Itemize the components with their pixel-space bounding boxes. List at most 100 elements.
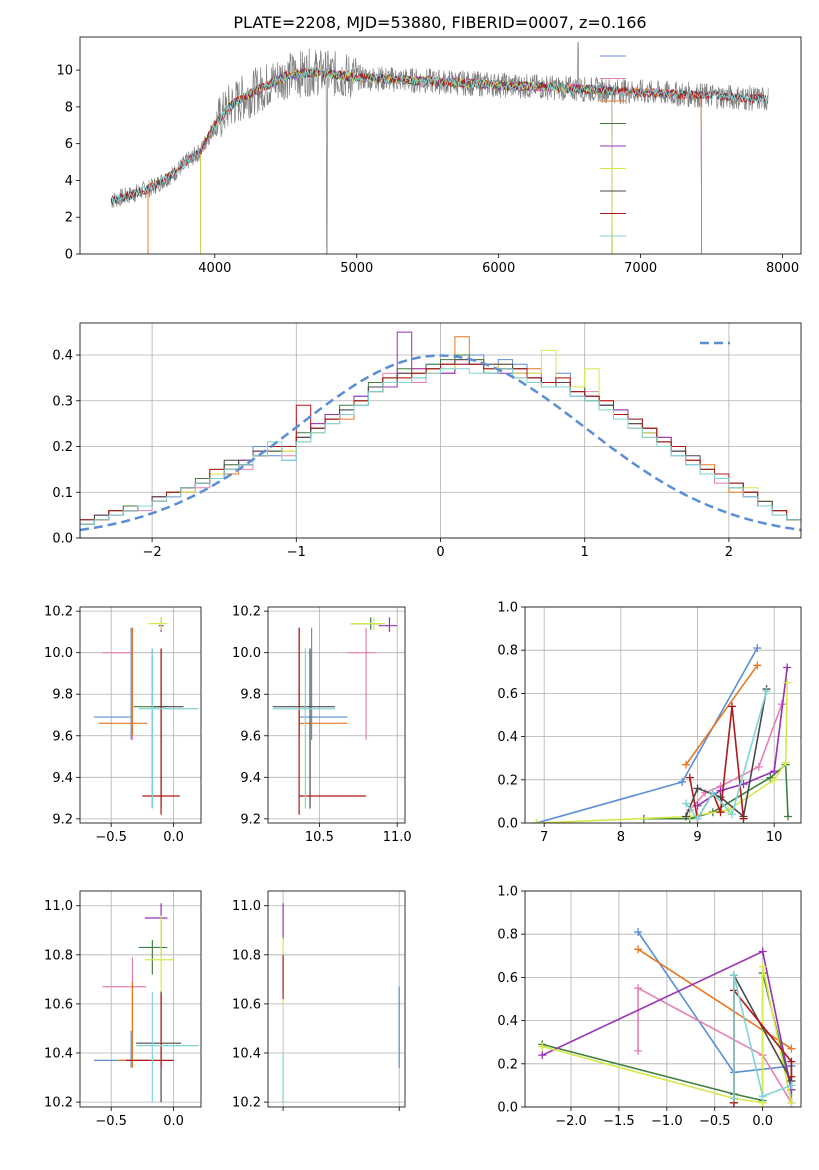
x-tick-label: 5000 [340, 261, 373, 276]
y-tick-label: 10.8 [44, 948, 73, 963]
weight-series-salpeter-miles [685, 700, 786, 815]
y-tick-label: 10.6 [232, 997, 261, 1012]
x-tick-label: 11.0 [383, 830, 412, 845]
x-tick-label: −2.0 [555, 1114, 587, 1129]
errorbar-kroupa-elodie [144, 915, 174, 1004]
weight-marker [770, 767, 779, 776]
errorbar-salpeter-miles [347, 627, 376, 740]
errorbar-salpeter-elodie [378, 617, 398, 632]
weight-marker [634, 928, 643, 937]
weight-marker [634, 1046, 643, 1055]
y-tick-label: 9.6 [52, 729, 73, 744]
y-tick-label: 10.2 [232, 1096, 261, 1111]
weight-series-chabrier-miles [532, 644, 762, 823]
y-tick-label: 0.2 [52, 440, 73, 455]
y-tick-label: 0.1 [52, 486, 73, 501]
weight-marker [538, 1042, 547, 1051]
x-tick-label: 0.0 [163, 830, 184, 845]
weight-series-chabrier-elodie [639, 760, 792, 823]
weight-marker [538, 1051, 547, 1060]
y-tick-label: 11.0 [232, 899, 261, 914]
axes-frame [79, 890, 202, 1108]
y-tick-label: 0 [65, 248, 73, 263]
x-tick-label: 0.0 [752, 1114, 773, 1129]
weight-marker [754, 762, 763, 771]
observed-spectrum-line [110, 42, 769, 254]
y-tick-label: 10 [56, 64, 73, 79]
y-tick-label: 0.6 [497, 687, 518, 702]
y-tick-label: 10.4 [44, 1047, 73, 1062]
weight-series-kroupa-miles [634, 945, 796, 1053]
weight-line [685, 664, 758, 766]
y-tick-label: 0.4 [497, 730, 518, 745]
x-tick-label: −1.5 [603, 1114, 635, 1129]
weight-marker [716, 793, 725, 802]
errorbar-kroupa-stelib [272, 648, 335, 809]
y-tick-label: 8 [65, 100, 73, 115]
x-tick-label: −0.5 [699, 1114, 731, 1129]
errorbar-chabrier-miles [299, 627, 348, 740]
weight-marker [787, 1072, 796, 1081]
plot-area [110, 42, 769, 254]
y-tick-label: 4 [65, 174, 73, 189]
y-tick-label: 1.0 [497, 885, 518, 900]
y-tick-label: 9.6 [240, 729, 261, 744]
weight-marker [682, 799, 690, 808]
y-tick-label: 1.0 [497, 601, 518, 616]
errorbar-chabrier-stelib [136, 991, 182, 1103]
errorbar-kroupa-miles [117, 981, 148, 1068]
y-tick-label: 0.2 [497, 1057, 518, 1072]
axes-frame [524, 606, 802, 824]
y-tick-label: 0.0 [52, 532, 73, 547]
errorbar-chabrier-miles [93, 627, 132, 740]
y-tick-label: 10.2 [44, 605, 73, 620]
weight-marker [758, 947, 767, 956]
weight-marker [685, 773, 694, 782]
axes-frame [79, 322, 802, 539]
y-tick-label: 9.2 [52, 812, 73, 827]
x-tick-label: −0.5 [95, 830, 127, 845]
spectrum-legend [600, 55, 626, 237]
weight-line [637, 986, 793, 1104]
model-spectrum-kroupa-miles [147, 67, 702, 254]
model-spectrum-chabrier-miles [147, 67, 702, 254]
weight-marker [634, 945, 643, 954]
y-tick-label: 10.6 [44, 997, 73, 1012]
errorbar-salpeter-stelib [126, 994, 174, 1068]
errorbar-kroupa-stelib [138, 648, 199, 809]
residuals-panel: −2 −1 0 1 2 0.0 0.1 0.2 0.3 0.4 [52, 322, 802, 560]
axes-frame [267, 606, 406, 824]
weight-marker [753, 644, 762, 653]
grid-lines [268, 607, 405, 823]
x-tick-label: −1 [287, 545, 306, 560]
weight-marker [770, 775, 779, 784]
weight-marker [787, 1098, 796, 1107]
weight-vs-metallicity-panel: −2.0 −1.5 −1.0 −0.5 0.0 0.0 0.2 0.4 0.6 0.8 1.0 [497, 885, 802, 1129]
errorbar-chabrier-stelib [152, 648, 184, 809]
weight-marker [634, 984, 643, 993]
weight-line [689, 703, 783, 811]
x-tick-label: 7000 [624, 261, 657, 276]
y-tick-label: 6 [65, 137, 73, 152]
x-tick-label: −0.5 [95, 1114, 127, 1129]
weight-marker [728, 810, 736, 819]
x-tick-label: −1.0 [651, 1114, 683, 1129]
model-spectrum-kroupa-stelib [110, 66, 768, 205]
grid-lines [268, 891, 405, 1107]
grid-lines [80, 891, 201, 1107]
errorbar-chabrier-miles [93, 1030, 132, 1068]
weight-marker [783, 812, 792, 821]
plot-area [93, 617, 199, 815]
model-spectrum-salpeter-miles [147, 67, 702, 254]
y-tick-label: 10.8 [232, 948, 261, 963]
weight-line [637, 948, 792, 1050]
weight-marker [783, 678, 792, 687]
x-tick-label: 8000 [766, 261, 799, 276]
y-tick-label: 2 [65, 211, 73, 226]
plot-area [93, 903, 199, 1103]
age-vs-metallicity-panel: −0.5 0.0 9.2 9.4 9.6 9.8 10.0 10.2 [44, 605, 202, 845]
axes-frame [79, 36, 802, 255]
weight-marker [728, 702, 736, 711]
errorbar-kroupa-stelib [136, 991, 199, 1103]
